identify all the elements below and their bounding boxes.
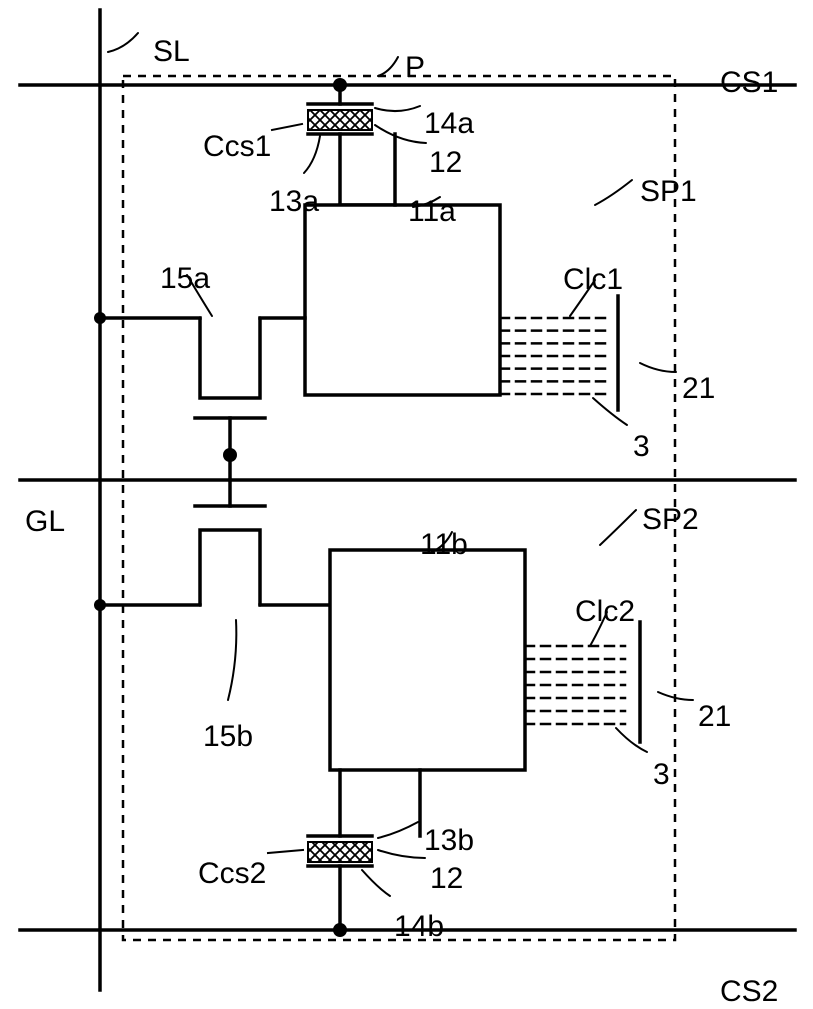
- label-Clc2: Clc2: [575, 595, 635, 629]
- circuit-diagram: [0, 0, 813, 1000]
- label-15a: 15a: [160, 262, 210, 296]
- label-GL: GL: [25, 505, 65, 539]
- label-3_t: 3: [633, 430, 650, 464]
- label-Ccs1: Ccs1: [203, 130, 271, 164]
- label-SP2: SP2: [642, 503, 699, 537]
- label-SL: SL: [153, 35, 190, 69]
- label-15b: 15b: [203, 720, 253, 754]
- label-11a: 11a: [408, 195, 456, 229]
- label-13a: 13a: [269, 185, 319, 219]
- label-P: P: [405, 51, 425, 85]
- label-Ccs2: Ccs2: [198, 857, 266, 891]
- label-12_b: 12: [430, 862, 463, 896]
- label-21_t: 21: [682, 372, 715, 406]
- label-3_b: 3: [653, 758, 670, 792]
- diagram-container: SL P CS1 Ccs1 14a 12 13a 11a SP1 15a Clc1 21 3 GL SP2 1…: [0, 0, 813, 1000]
- label-CS2: CS2: [720, 975, 778, 1009]
- label-11b: 11b: [420, 528, 468, 562]
- label-CS1: CS1: [720, 66, 778, 100]
- label-SP1: SP1: [640, 175, 697, 209]
- label-13b: 13b: [424, 824, 474, 858]
- label-12_t: 12: [429, 146, 462, 180]
- label-14b: 14b: [394, 910, 444, 944]
- label-21_b: 21: [698, 700, 731, 734]
- label-Clc1: Clc1: [563, 263, 623, 297]
- label-14a: 14a: [424, 107, 474, 141]
